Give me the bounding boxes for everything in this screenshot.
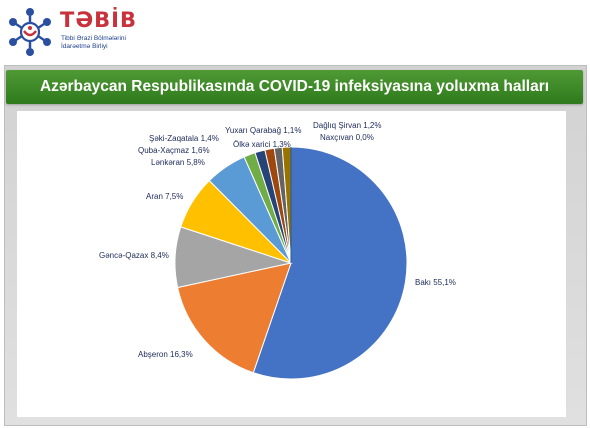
slice-label-seki-zaqatala: Şəki-Zaqatala 1,4%: [149, 134, 219, 143]
slice-label-dagliq-sirvan: Dağlıq Şirvan 1,2%: [313, 121, 382, 130]
logo-wordmark: TƏBİB: [60, 8, 137, 32]
logo-subtitle: Tibbi Ərazi Bölmələrini İdarəetmə Birliy…: [61, 35, 126, 51]
chart-title-banner: Azərbaycan Respublikasında COVID-19 infe…: [6, 70, 583, 104]
slice-label-olke-xarici: Ölkə xarici 1,3%: [233, 140, 291, 149]
slice-label-aran: Aran 7,5%: [146, 192, 184, 201]
slice-label-naxcivan: Naxçıvan 0,0%: [320, 133, 374, 142]
pie-slice-abseron: [177, 262, 292, 374]
slice-label-yuxari-qarabag: Yuxarı Qarabağ 1,1%: [225, 126, 302, 135]
logo-subtitle-line-2: İdarəetmə Birliyi: [61, 43, 108, 50]
tabib-logo: TƏBİB Tibbi Ərazi Bölmələrini İdarəetmə …: [4, 6, 154, 60]
slice-label-baki: Bakı 55,1%: [415, 278, 456, 287]
chart-title: Azərbaycan Respublikasında COVID-19 infe…: [39, 78, 550, 95]
logo-subtitle-line-1: Tibbi Ərazi Bölmələrini: [61, 35, 126, 42]
slice-label-abseron: Abşeron 16,3%: [138, 350, 193, 359]
slice-label-gence-qazax: Gəncə-Qazax 8,4%: [99, 251, 169, 260]
slice-label-lenkeran: Lənkəran 5,8%: [151, 158, 205, 167]
tabib-emblem-icon: [9, 8, 51, 56]
slice-label-quba-xacmaz: Quba-Xaçmaz 1,6%: [138, 146, 210, 155]
pie-slice-bak: [252, 146, 408, 380]
